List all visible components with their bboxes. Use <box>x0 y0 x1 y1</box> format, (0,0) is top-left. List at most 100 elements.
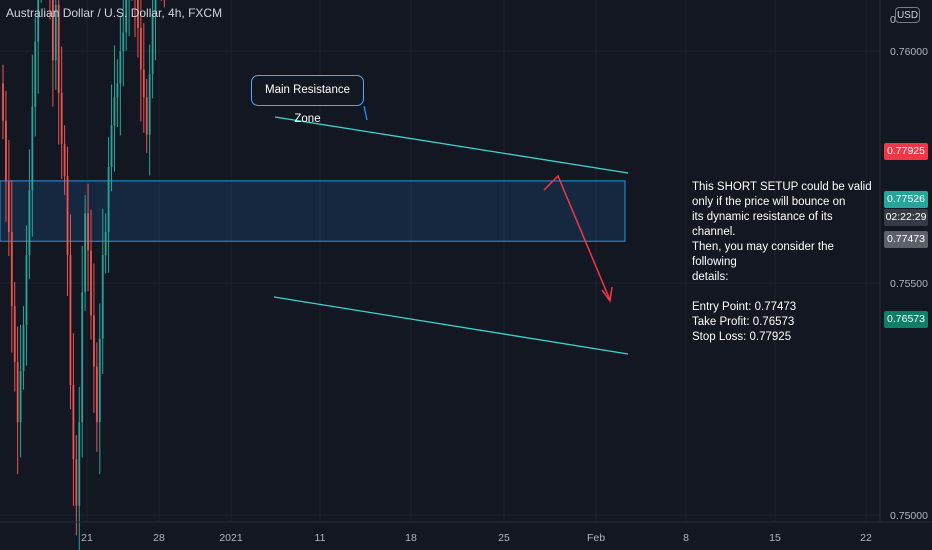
candle-body <box>66 176 69 256</box>
candle-body <box>78 422 81 506</box>
time-tick-label: 2021 <box>219 532 243 544</box>
candle <box>119 15 122 136</box>
candle <box>110 84 113 192</box>
candle <box>40 0 42 3</box>
currency-button[interactable]: USD <box>895 7 920 23</box>
candle <box>148 44 151 176</box>
candle <box>72 333 75 506</box>
candle <box>28 149 31 280</box>
candle <box>78 386 81 550</box>
candle-body <box>95 366 98 423</box>
candle <box>128 0 130 37</box>
candle-body <box>28 190 31 256</box>
chart-title: Australian Dollar / U.S. Dollar, 4h, FXC… <box>6 6 223 20</box>
time-tick-label: 22 <box>860 532 872 544</box>
candle-body <box>142 69 145 98</box>
trade-note[interactable]: This SHORT SETUP could be valid only if … <box>692 180 878 345</box>
candle <box>31 54 34 237</box>
candle <box>142 23 145 133</box>
candle <box>104 213 107 274</box>
candle-body <box>84 213 87 293</box>
candle <box>69 214 72 410</box>
projection-arrow <box>543 174 611 301</box>
candle-body <box>31 106 34 191</box>
candle-body <box>104 231 107 256</box>
candle-body <box>69 255 72 386</box>
note-line-4: Then, you may consider the following <box>692 241 834 268</box>
candle-body <box>137 0 139 28</box>
candle <box>19 324 22 458</box>
candle <box>160 0 162 1</box>
candle <box>137 0 139 58</box>
candle-body <box>93 315 95 367</box>
candle <box>7 140 10 257</box>
candle <box>66 146 69 296</box>
candle <box>151 0 154 99</box>
candle-body <box>10 231 13 307</box>
candle-body <box>87 213 89 251</box>
candle-body <box>57 4 60 93</box>
candle <box>139 0 142 122</box>
candle-body <box>101 255 104 339</box>
candle <box>90 209 92 340</box>
candle-body <box>119 51 122 84</box>
candle-body <box>72 385 75 460</box>
candle-body <box>125 0 128 33</box>
candle-body <box>16 361 19 423</box>
candle-body <box>63 143 66 177</box>
candle-body <box>5 120 7 181</box>
candle <box>116 59 119 128</box>
candle <box>75 435 78 536</box>
candle-body <box>151 13 154 75</box>
candle <box>16 326 19 475</box>
candle <box>22 306 25 390</box>
note-line-2: only if the price will bounce on <box>692 196 846 208</box>
last-price-label: 0.77526 <box>884 191 928 208</box>
candle <box>10 179 13 353</box>
candle-body <box>116 83 119 98</box>
candle <box>25 225 28 366</box>
zone-3 <box>0 180 626 242</box>
price-tick-label: 0 <box>890 14 896 26</box>
projection-arrow-head <box>601 286 613 303</box>
candle-body <box>148 74 151 135</box>
candle-body <box>54 4 57 61</box>
countdown-label: 02:22:29 <box>884 209 928 226</box>
candle-body <box>51 0 54 61</box>
candle <box>98 303 101 475</box>
take-profit-price-label: 0.76573 <box>884 311 928 328</box>
candle-body <box>2 83 4 121</box>
candle-body <box>34 41 37 107</box>
note-line-3: its dynamic resistance of its channel. <box>692 211 833 238</box>
note-entry: Entry Point: 0.77473 <box>692 301 797 313</box>
candle <box>57 0 60 145</box>
candle <box>145 78 148 154</box>
candle-body <box>81 292 84 423</box>
time-tick-label: 21 <box>81 532 93 544</box>
price-tick-label: 0.75500 <box>890 278 928 290</box>
candle <box>5 90 7 222</box>
callout-pointer <box>363 105 368 121</box>
candle-body <box>60 92 63 144</box>
price-tick-label: 0.75000 <box>890 510 928 522</box>
candle <box>2 64 4 140</box>
candle-body <box>98 338 101 423</box>
time-tick-label: 11 <box>315 532 326 544</box>
candle <box>101 208 104 374</box>
candle <box>13 282 16 392</box>
candle-body <box>25 255 28 325</box>
resistance-callout[interactable]: Main Resistance Zone <box>251 75 364 125</box>
candle-body <box>110 125 113 167</box>
candle-body <box>75 459 78 506</box>
candle-body <box>139 27 142 70</box>
channel-upper-line <box>274 116 629 174</box>
time-tick-label: 28 <box>153 532 165 544</box>
candle <box>122 0 125 87</box>
candle-body <box>13 306 16 362</box>
candle-body <box>154 0 157 14</box>
candle-body <box>7 180 10 232</box>
candle <box>113 45 116 172</box>
stop-loss-price-label: 0.77925 <box>884 143 928 160</box>
candle <box>63 125 66 195</box>
